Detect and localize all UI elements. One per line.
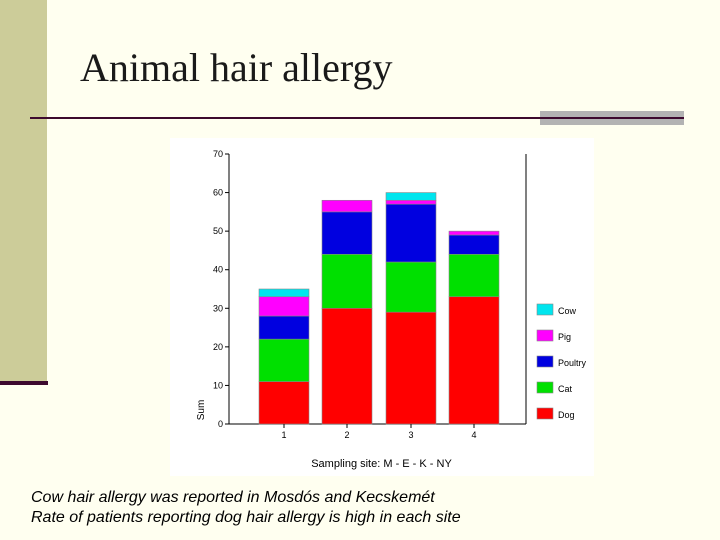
x-tick-label: 4 [471, 430, 476, 440]
bar-segment-cat [448, 253, 500, 298]
decorative-left-bar [0, 0, 47, 382]
y-tick-label: 10 [213, 380, 223, 390]
y-tick-label: 70 [213, 149, 223, 159]
bar-segment-pig [385, 199, 437, 205]
legend-label-cat: Cat [558, 384, 573, 394]
y-tick-label: 30 [213, 303, 223, 313]
x-axis-label: Sampling site: M - E - K - NY [311, 458, 452, 470]
decorative-left-bar-base [0, 381, 48, 385]
bar-segment-cow [385, 192, 437, 201]
y-tick-label: 20 [213, 342, 223, 352]
legend-label-pig: Pig [558, 332, 571, 342]
bar-segment-dog [258, 381, 310, 425]
bar-segment-cat [385, 261, 437, 313]
x-tick-label: 3 [408, 430, 413, 440]
legend-swatch-pig [536, 329, 554, 342]
title-divider [30, 117, 542, 119]
caption-line: Cow hair allergy was reported in Mosdós … [31, 489, 435, 506]
legend-swatch-dog [536, 407, 554, 420]
y-axis-label: Sum [196, 400, 207, 421]
legend-label-dog: Dog [558, 410, 575, 420]
legend-label-poultry: Poultry [558, 358, 587, 368]
bar-segment-poultry [321, 211, 373, 255]
bar-segment-dog [385, 311, 437, 425]
y-tick-label: 0 [218, 419, 223, 429]
bar-segment-dog [448, 296, 500, 425]
y-tick-label: 60 [213, 188, 223, 198]
legend-swatch-poultry [536, 355, 554, 368]
x-tick-label: 2 [344, 430, 349, 440]
y-tick-label: 40 [213, 265, 223, 275]
legend-label-cow: Cow [558, 306, 577, 316]
chart-panel: 0 10 20 30 40 50 60 70 Sum 1 2 3 4 Sampling site: M -… [170, 138, 594, 476]
bar-segment-cat [258, 338, 310, 382]
bar-segment-pig [448, 230, 500, 236]
bar-segment-pig [258, 296, 310, 317]
slide-caption: Cow hair allergy was reported in Mosdós … [31, 488, 461, 528]
stacked-bar-chart: 0 10 20 30 40 50 60 70 Sum 1 2 3 4 Sampling site: M -… [196, 149, 587, 470]
bar-segment-dog [321, 307, 373, 425]
slide-title: Animal hair allergy [80, 45, 393, 90]
x-tick-label: 1 [281, 430, 286, 440]
y-tick-label: 50 [213, 226, 223, 236]
legend-swatch-cat [536, 381, 554, 394]
title-divider-accent [540, 111, 684, 125]
caption-line: Rate of patients reporting dog hair alle… [31, 509, 461, 526]
legend-swatch-cow [536, 303, 554, 316]
bar-segment-poultry [258, 315, 310, 340]
bar-segment-poultry [448, 234, 500, 255]
bar-segment-cat [321, 253, 373, 309]
bar-segment-pig [321, 199, 373, 213]
bar-segment-poultry [385, 203, 437, 263]
bar-segment-cow [258, 288, 310, 298]
